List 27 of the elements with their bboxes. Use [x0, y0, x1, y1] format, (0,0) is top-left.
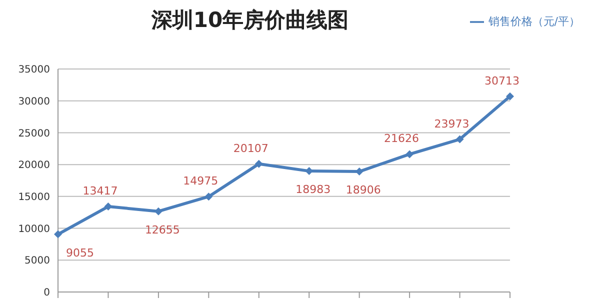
data-label: 9055 [66, 246, 94, 260]
data-label: 23973 [434, 117, 470, 130]
point [406, 150, 414, 158]
chart-title: 深圳10年房价曲线图 [150, 7, 350, 34]
data-label: 13417 [82, 184, 118, 198]
y-tick-label: 5000 [24, 256, 50, 267]
data-label: 18906 [346, 184, 381, 197]
y-tick-label: 30000 [18, 96, 50, 108]
point [506, 92, 514, 100]
data-label: 30713 [484, 74, 520, 88]
point [104, 202, 112, 211]
data-label: 18983 [296, 183, 331, 196]
point [54, 230, 62, 238]
point [204, 192, 213, 201]
data-label: 14975 [183, 174, 218, 188]
y-tick-label: 10000 [18, 224, 50, 235]
y-tick-label: 35000 [18, 64, 50, 76]
y-tick-label: 0 [44, 288, 50, 299]
legend-label: 销售价格（元/平） [488, 15, 580, 28]
data-label: 12655 [144, 223, 180, 236]
data-label: 20107 [233, 142, 268, 155]
y-tick-label: 20000 [18, 160, 50, 172]
y-tick-label: 15000 [18, 192, 50, 203]
point [456, 135, 464, 144]
point [254, 160, 263, 168]
data-label: 21626 [384, 132, 420, 146]
y-tick-label: 25000 [18, 128, 50, 140]
